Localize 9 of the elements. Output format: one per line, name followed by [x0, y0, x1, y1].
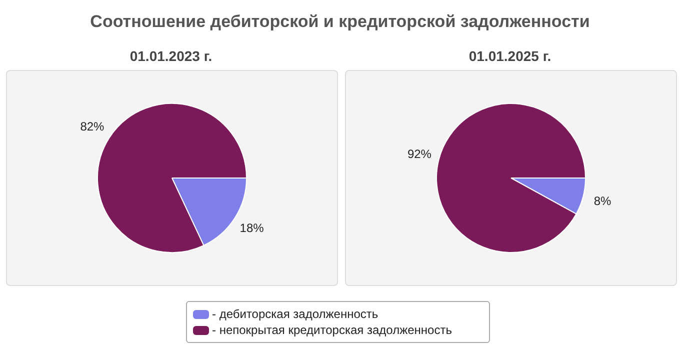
data-label: 8% [594, 194, 612, 208]
legend-label: - дебиторская задолженность [212, 307, 378, 321]
data-label: 82% [80, 120, 105, 134]
legend-label: - непокрытая кредиторская задолженность [212, 323, 452, 337]
data-label: 18% [240, 220, 264, 235]
chart-title: Соотношение дебиторской и кредиторской задолженности [89, 12, 591, 32]
data-label: 92% [407, 146, 432, 161]
chart-subtitle: 01.01.2023 г. [128, 48, 214, 66]
chart-subtitle: 01.01.2025 г. [468, 48, 552, 66]
